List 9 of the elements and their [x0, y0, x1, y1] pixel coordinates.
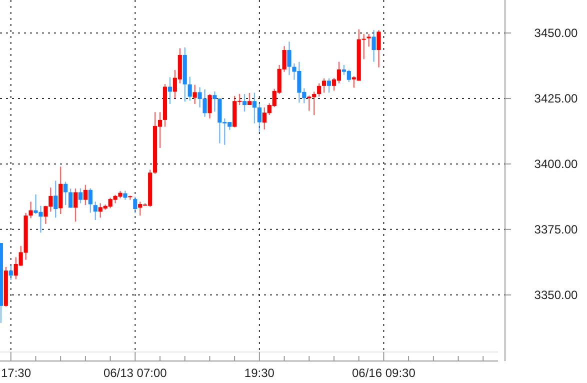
x-tick-label: 17:30 [1, 366, 32, 380]
x-tick-label: 06/13 07:00 [103, 366, 168, 380]
y-tick-label: 3350.00 [534, 288, 578, 302]
y-tick-label: 3450.00 [534, 26, 578, 40]
y-tick-label: 3400.00 [534, 156, 578, 171]
x-tick-label: 19:30 [244, 366, 275, 380]
y-tick-label: 3425.00 [534, 91, 578, 106]
y-tick-label: 3375.00 [534, 222, 578, 236]
x-tick-label: 06/16 09:30 [352, 366, 416, 380]
